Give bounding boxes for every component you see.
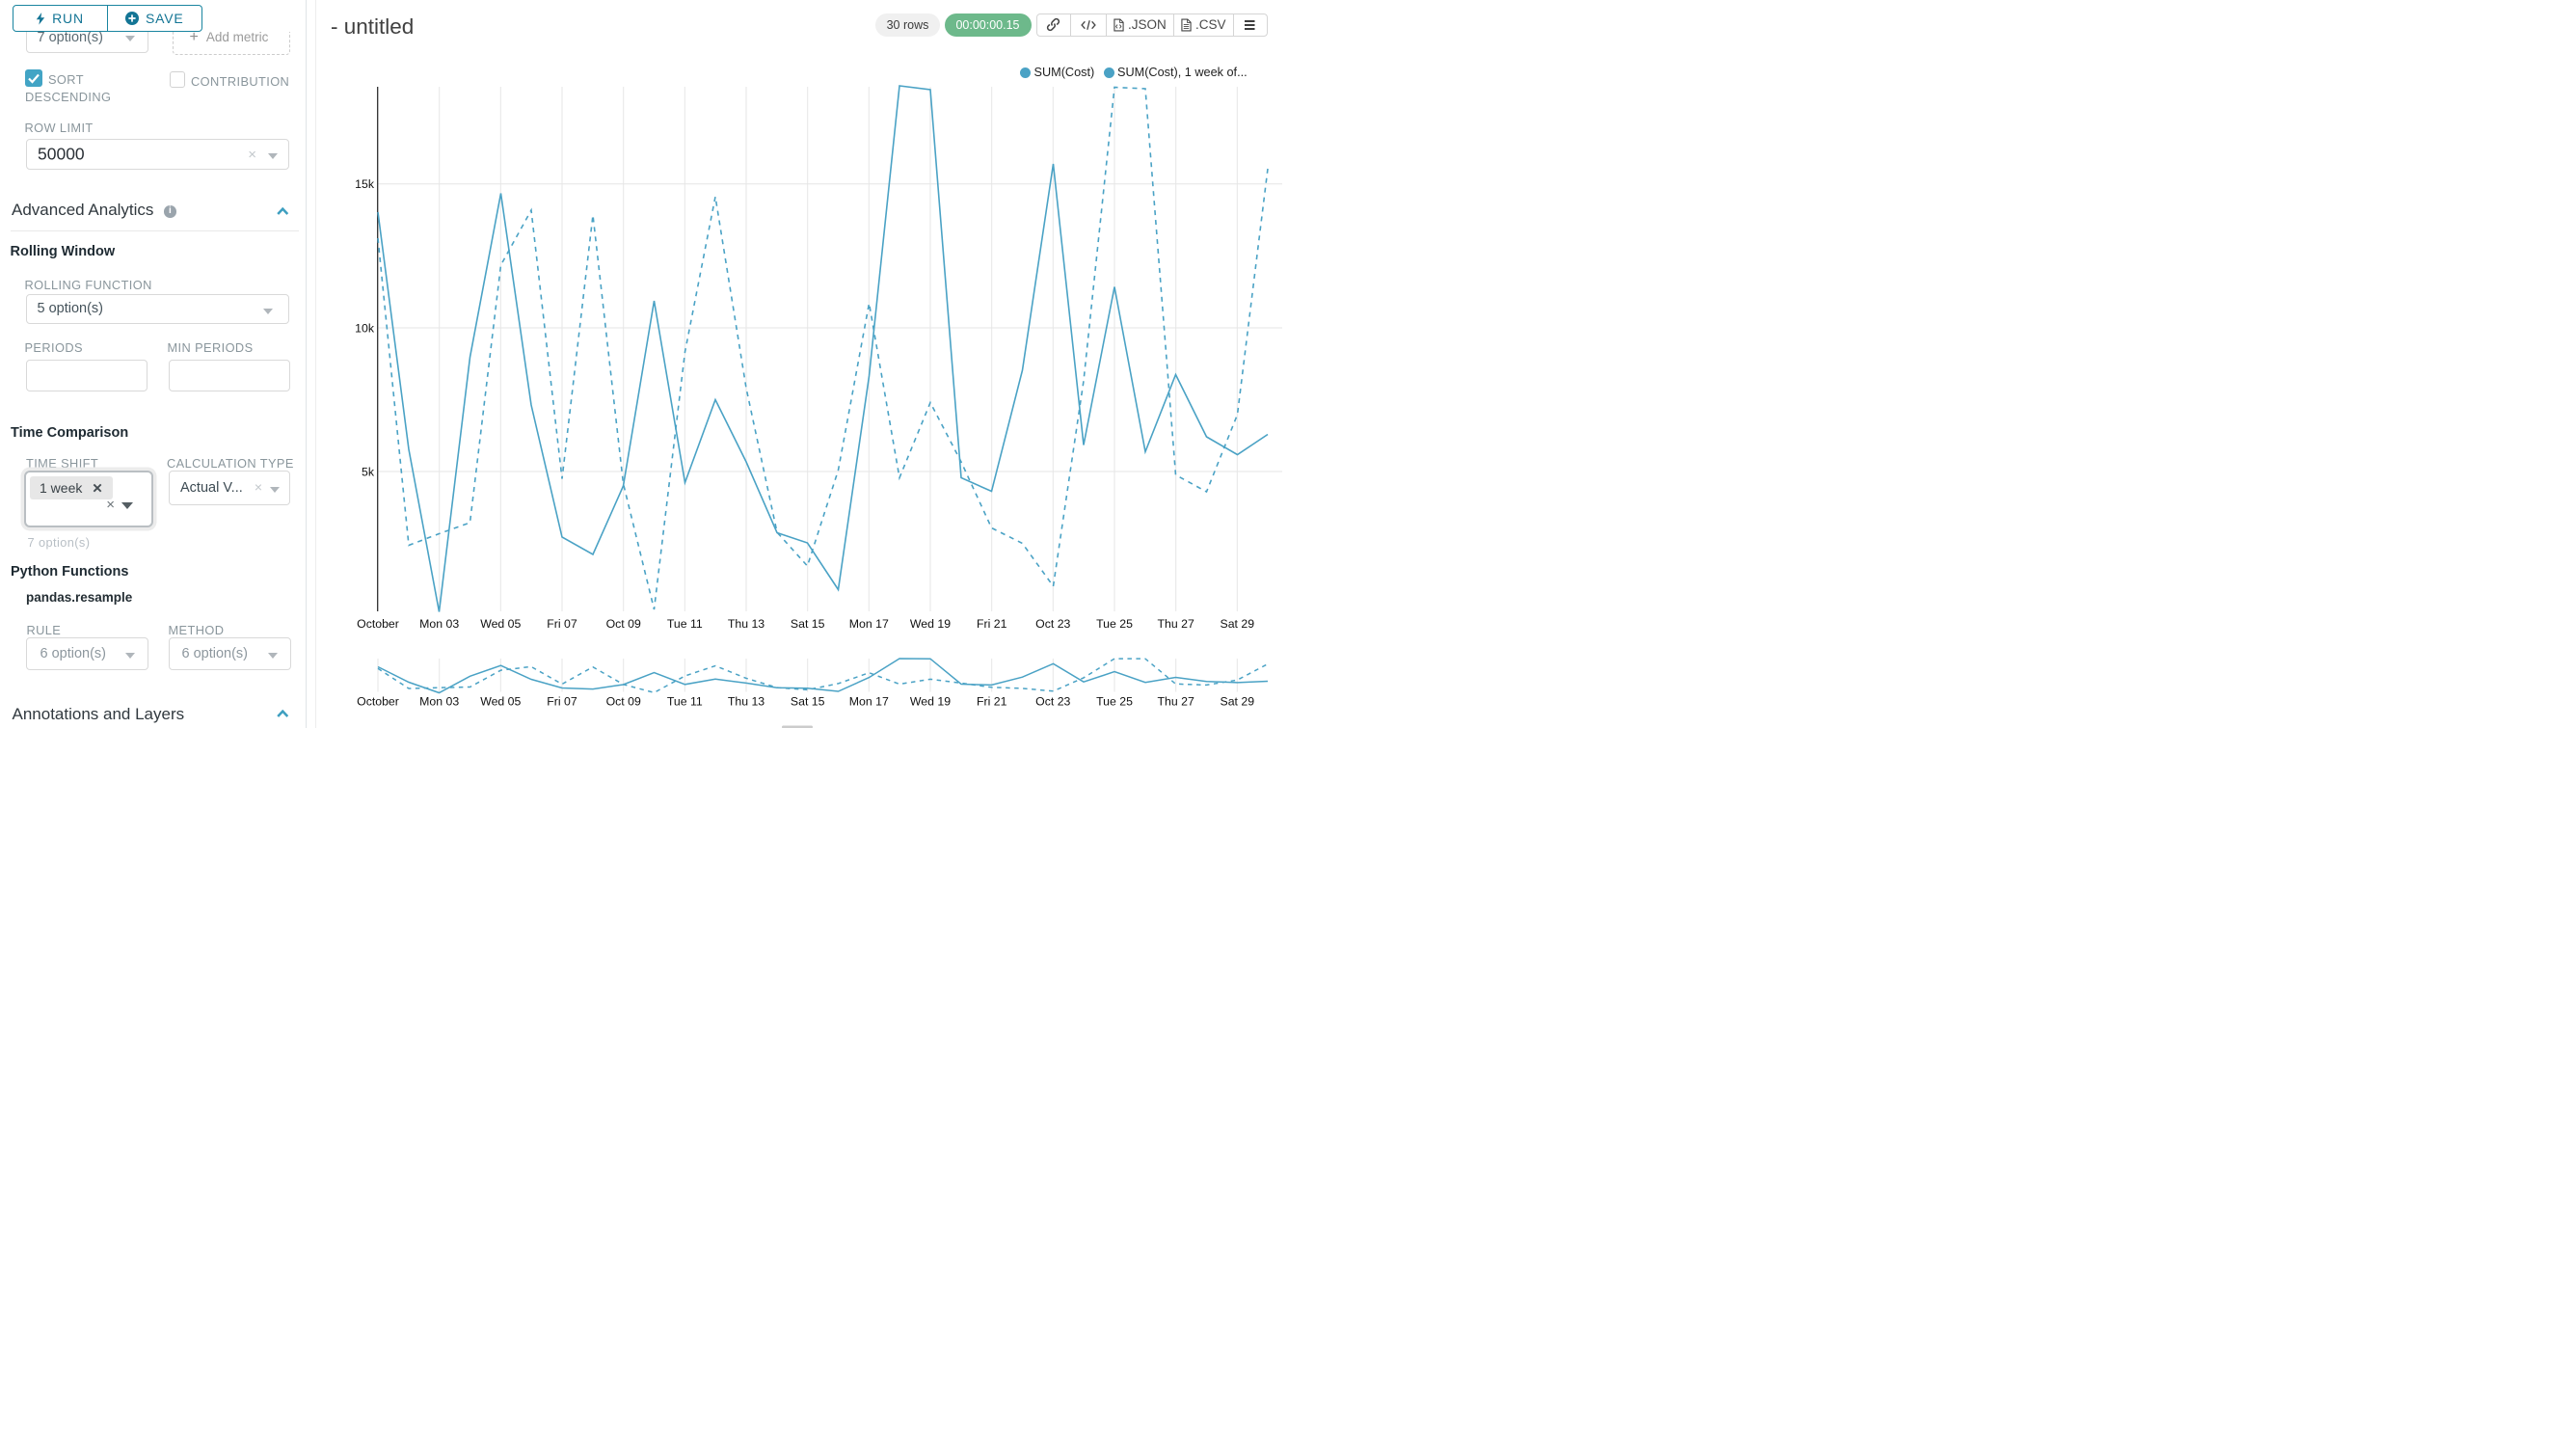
svg-text:Fri 07: Fri 07 (547, 694, 577, 708)
svg-text:October: October (357, 617, 399, 631)
svg-text:Thu 27: Thu 27 (1158, 694, 1194, 708)
svg-text:Mon 03: Mon 03 (419, 617, 459, 631)
svg-text:Mon 17: Mon 17 (849, 617, 889, 631)
svg-text:Tue 25: Tue 25 (1096, 617, 1133, 631)
svg-text:Fri 07: Fri 07 (547, 617, 577, 631)
svg-text:Wed 19: Wed 19 (910, 694, 951, 708)
svg-text:Tue 11: Tue 11 (667, 617, 703, 631)
svg-text:October: October (357, 694, 399, 708)
svg-text:5k: 5k (362, 465, 375, 478)
svg-text:Oct 09: Oct 09 (606, 694, 641, 708)
svg-text:15k: 15k (355, 177, 375, 191)
svg-text:Sat 15: Sat 15 (791, 617, 825, 631)
svg-text:Sat 15: Sat 15 (791, 694, 825, 708)
svg-text:Wed 05: Wed 05 (480, 694, 521, 708)
svg-text:Tue 11: Tue 11 (667, 694, 703, 708)
svg-text:Mon 17: Mon 17 (849, 694, 889, 708)
svg-text:Thu 13: Thu 13 (728, 694, 765, 708)
svg-text:Sat 29: Sat 29 (1221, 694, 1255, 708)
svg-text:Fri 21: Fri 21 (977, 617, 1007, 631)
svg-text:Fri 21: Fri 21 (977, 694, 1007, 708)
svg-text:Mon 03: Mon 03 (419, 694, 459, 708)
svg-text:Thu 13: Thu 13 (728, 617, 765, 631)
svg-text:10k: 10k (355, 321, 375, 335)
svg-text:Oct 09: Oct 09 (606, 617, 641, 631)
svg-text:Oct 23: Oct 23 (1035, 694, 1070, 708)
svg-text:Wed 19: Wed 19 (910, 617, 951, 631)
svg-text:Oct 23: Oct 23 (1035, 617, 1070, 631)
svg-text:Sat 29: Sat 29 (1221, 617, 1255, 631)
svg-text:Thu 27: Thu 27 (1158, 617, 1194, 631)
svg-text:Tue 25: Tue 25 (1096, 694, 1133, 708)
svg-text:Wed 05: Wed 05 (480, 617, 521, 631)
